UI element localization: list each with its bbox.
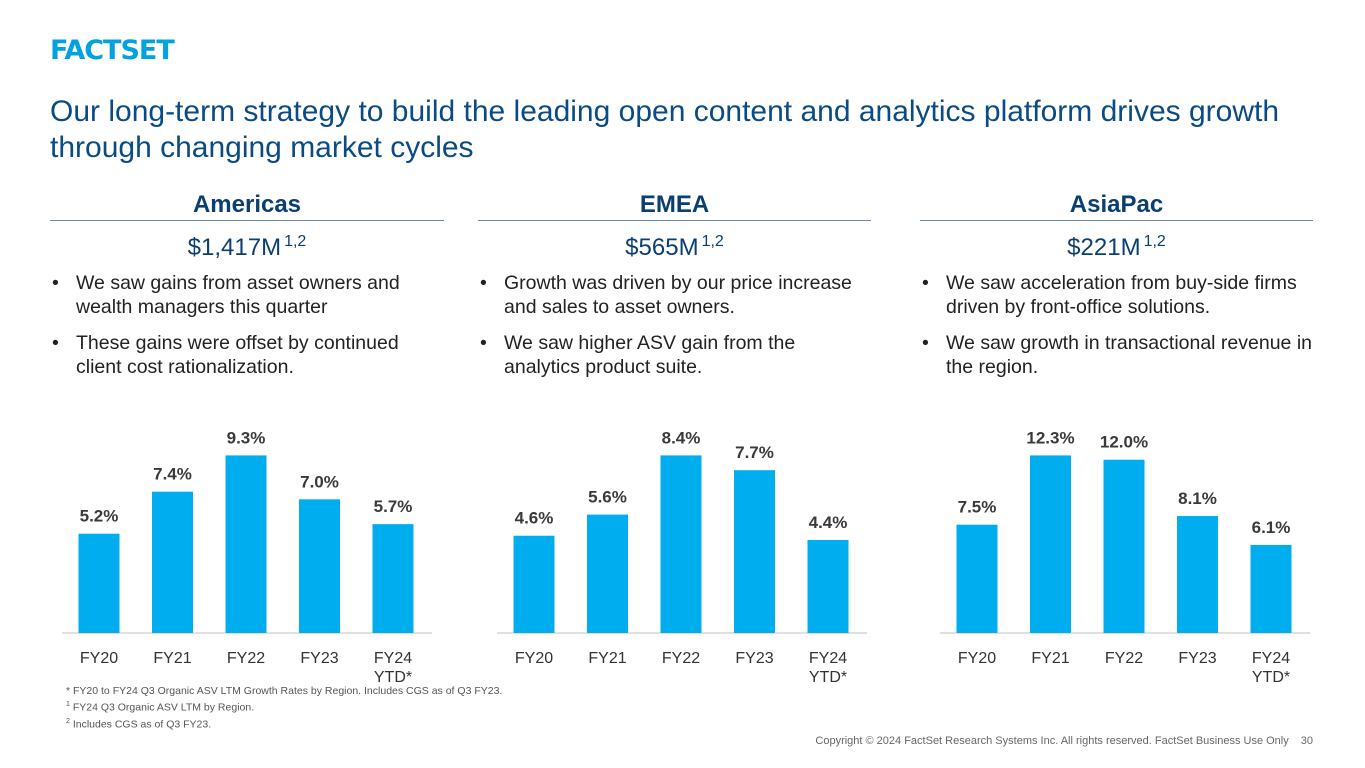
region-name: EMEA xyxy=(639,191,710,218)
bar xyxy=(372,524,414,633)
data-label: 6.1% xyxy=(1252,518,1291,537)
bar xyxy=(956,524,998,633)
bar xyxy=(1177,516,1218,633)
x-tick-label: FY24 YTD* xyxy=(374,650,412,686)
bullet-item: These gains were offset by continued cli… xyxy=(50,331,444,379)
footnote-text: Includes CGS as of Q3 FY23. xyxy=(69,718,212,730)
x-tick-label: FY23 xyxy=(300,650,338,667)
data-label: 5.2% xyxy=(80,507,119,526)
americas-growth-chart: 5.2% FY20 7.4% FY21 9.3% FY22 7.0% FY23 5.7% FY24… xyxy=(62,428,432,686)
copyright-footer: Copyright © 2024 FactSet Research System… xyxy=(815,735,1313,747)
footnote-marker: 2 xyxy=(66,717,70,725)
asv-value: $1,417M xyxy=(187,234,282,261)
bar xyxy=(78,533,120,633)
x-tick-label: FY21 xyxy=(1031,650,1069,667)
data-label: 5.7% xyxy=(374,497,413,516)
footnote-marker: 1 xyxy=(66,701,70,708)
footnotes: * FY20 to FY24 Q3 Organic ASV LTM Growth… xyxy=(66,685,502,731)
data-label: 5.6% xyxy=(588,488,627,507)
page-number: 30 xyxy=(1300,735,1313,747)
asv-footnote-ref: 1,2 xyxy=(284,233,307,250)
bar xyxy=(225,455,267,633)
data-label: 4.6% xyxy=(515,509,554,528)
x-tick-label: FY23 xyxy=(735,650,773,667)
data-label: 7.4% xyxy=(153,465,192,484)
bullet-item: We saw higher ASV gain from the analytic… xyxy=(478,331,871,379)
footnote: * FY20 to FY24 Q3 Organic ASV LTM Growth… xyxy=(66,685,503,697)
x-tick-label: FY22 xyxy=(227,650,265,667)
x-tick-label: FY20 xyxy=(515,650,553,667)
bullet-list: We saw gains from asset owners and wealt… xyxy=(50,271,444,379)
bar xyxy=(1250,544,1292,633)
bar xyxy=(660,455,702,633)
bar xyxy=(734,470,775,633)
data-label: 8.1% xyxy=(1178,489,1217,508)
footnote: 2 Includes CGS as of Q3 FY23. xyxy=(66,715,502,732)
asv-footnote-ref: 1,2 xyxy=(701,233,724,250)
asiapac-growth-chart: 7.5% FY20 12.3% FY21 12.0% FY22 8.1% FY23 6.1% FY… xyxy=(940,428,1310,686)
x-tick-label: FY22 xyxy=(662,650,700,667)
divider xyxy=(920,220,1313,221)
bar xyxy=(1103,459,1145,633)
bullet-item: We saw acceleration from buy-side firms … xyxy=(920,271,1313,319)
region-name: Americas xyxy=(192,191,302,218)
data-label: 9.3% xyxy=(227,428,266,447)
region-name: AsiaPac xyxy=(1069,191,1164,218)
bar xyxy=(299,499,340,633)
data-label: 7.5% xyxy=(958,498,997,517)
asv-value: $565M xyxy=(625,234,699,261)
divider xyxy=(50,220,444,221)
data-label: 7.0% xyxy=(300,472,339,491)
x-tick-label: FY22 xyxy=(1105,650,1143,667)
region-asv: $1,417M 1,2 xyxy=(50,227,444,263)
page-title: Our long-term strategy to build the lead… xyxy=(50,95,1280,164)
x-tick-label: FY23 xyxy=(1178,650,1216,667)
bar xyxy=(152,491,193,633)
bar xyxy=(807,539,849,633)
x-tick-label: FY24 YTD* xyxy=(1252,650,1290,686)
x-tick-label: FY21 xyxy=(153,650,191,667)
footnote: 1 FY24 Q3 Organic ASV LTM by Region. xyxy=(66,698,502,715)
asv-footnote-ref: 1,2 xyxy=(1143,233,1166,250)
data-label: 4.4% xyxy=(809,513,848,532)
bar xyxy=(1030,455,1071,633)
bullet-item: We saw growth in transactional revenue i… xyxy=(920,331,1313,379)
data-label: 7.7% xyxy=(735,443,774,462)
footnote-text: FY24 Q3 Organic ASV LTM by Region. xyxy=(69,701,255,714)
x-tick-label: FY20 xyxy=(80,650,118,667)
bullet-item: Growth was driven by our price increase … xyxy=(478,271,871,319)
x-tick-label: FY21 xyxy=(588,650,626,667)
region-asv: $221M 1,2 xyxy=(920,227,1313,263)
bar xyxy=(587,514,628,633)
bullet-list: Growth was driven by our price increase … xyxy=(478,271,871,379)
x-tick-label: FY20 xyxy=(958,650,996,667)
region-asv: $565M 1,2 xyxy=(478,227,871,263)
factset-logo: FACTSET xyxy=(50,35,175,66)
data-label: 12.3% xyxy=(1026,428,1074,447)
bullet-item: We saw gains from asset owners and wealt… xyxy=(50,271,444,319)
emea-growth-chart: 4.6% FY20 5.6% FY21 8.4% FY22 7.7% FY23 4.4% FY24… xyxy=(497,428,867,686)
data-label: 12.0% xyxy=(1100,433,1148,452)
data-label: 8.4% xyxy=(662,428,701,447)
divider xyxy=(478,220,871,221)
bar xyxy=(513,535,555,633)
x-tick-label: FY24 YTD* xyxy=(809,650,847,686)
asv-value: $221M xyxy=(1067,234,1141,261)
copyright-text: Copyright © 2024 FactSet Research System… xyxy=(815,735,1289,747)
bullet-list: We saw acceleration from buy-side firms … xyxy=(920,271,1313,379)
